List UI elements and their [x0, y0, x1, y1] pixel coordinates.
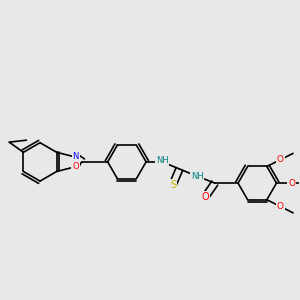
Text: O: O — [277, 155, 284, 164]
Text: O: O — [72, 162, 79, 171]
Text: S: S — [170, 180, 176, 190]
Text: O: O — [277, 202, 284, 211]
Text: O: O — [288, 178, 295, 188]
Text: O: O — [201, 192, 208, 202]
Text: N: N — [72, 152, 79, 161]
Text: NH: NH — [156, 157, 169, 166]
Text: NH: NH — [191, 172, 204, 181]
